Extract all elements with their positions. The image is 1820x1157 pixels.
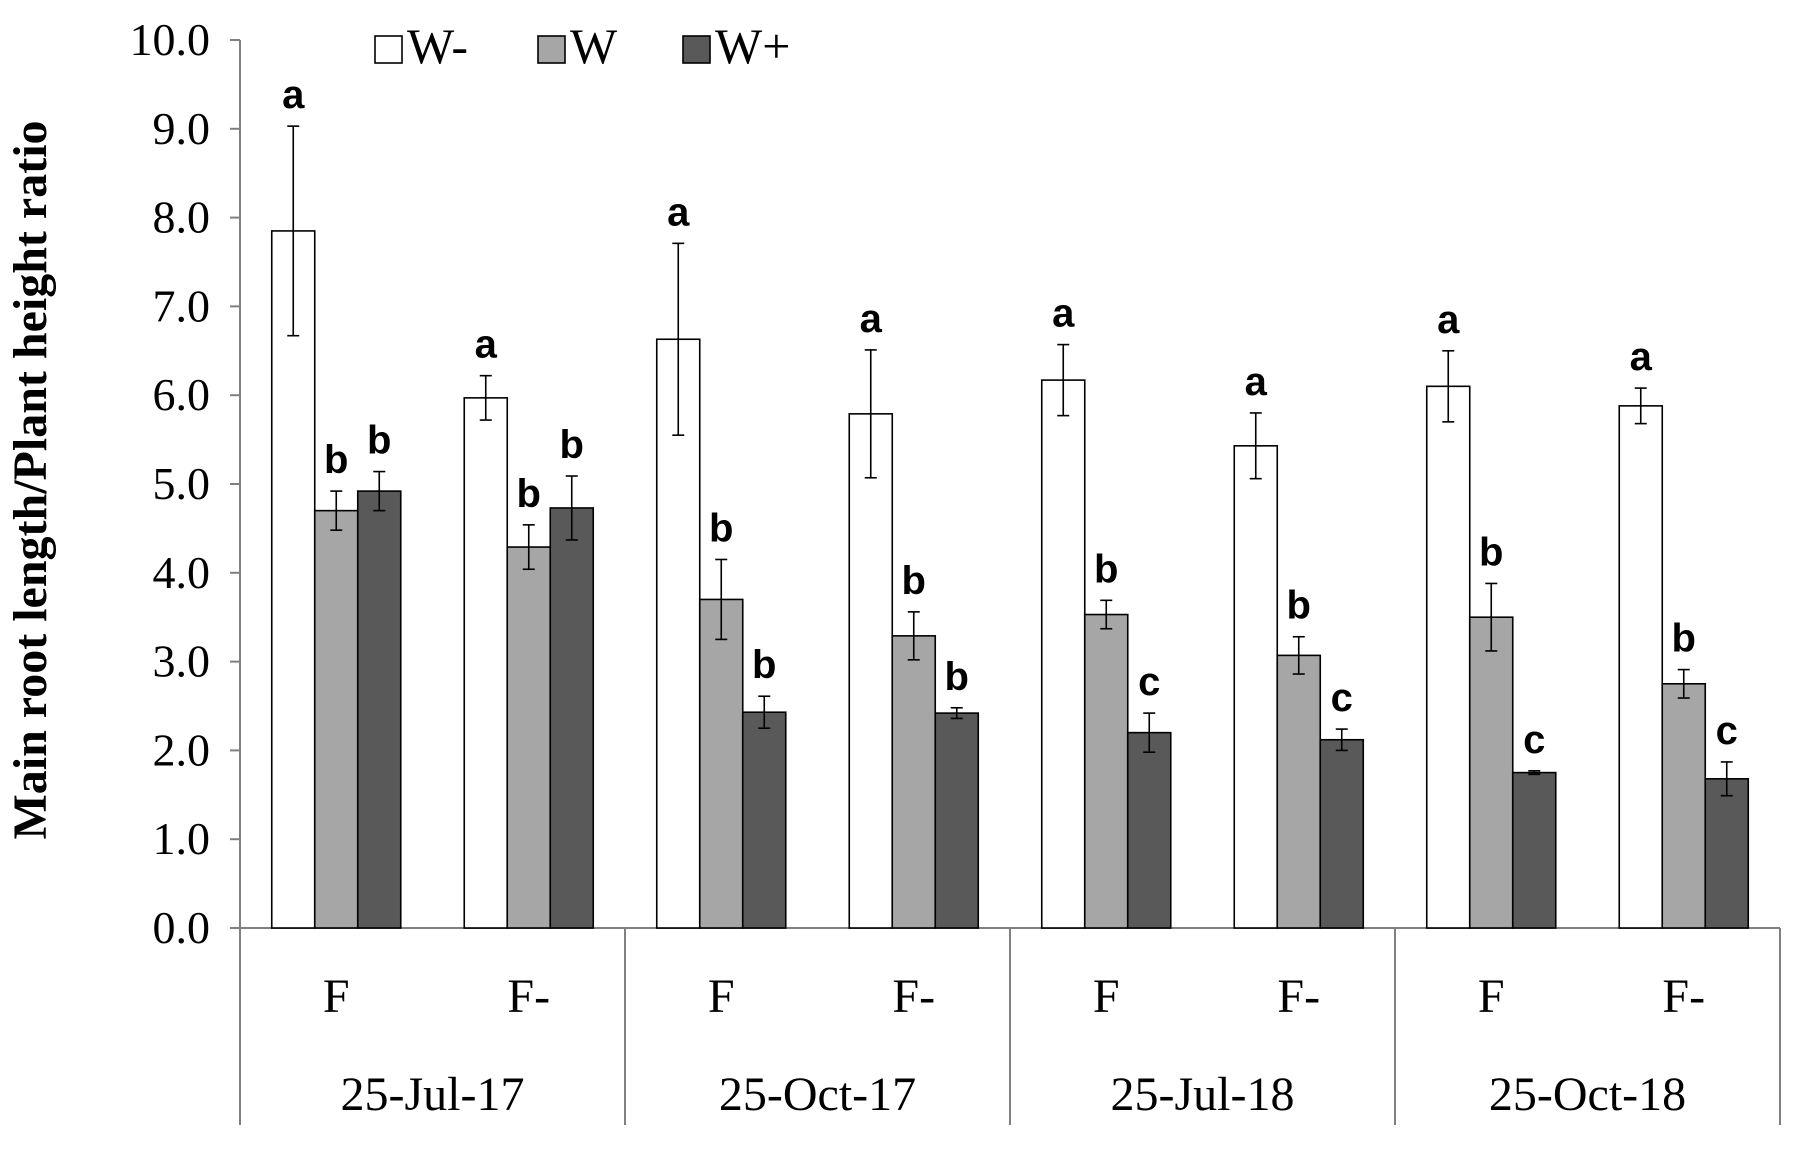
x-category-label: F-	[892, 970, 935, 1023]
significance-letter: b	[367, 419, 391, 463]
y-tick-label: 1.0	[153, 813, 211, 864]
bar-W+-3	[934, 712, 980, 929]
bar-W--7	[1618, 405, 1664, 929]
bar-W--1	[463, 397, 509, 929]
legend-swatch-W+	[682, 35, 711, 64]
bar-W--2	[655, 338, 701, 929]
significance-letter: b	[1287, 584, 1311, 628]
bar-W--0	[270, 230, 316, 929]
legend-label-W: W	[570, 18, 618, 74]
legend-swatch-W	[537, 35, 566, 64]
bar-W+-2	[741, 711, 787, 929]
axes: 0.0 1.0 2.0 3.0 4.0 5.0 6.0 7.0 8.0 9.0 10.0 F F- F F-…	[130, 14, 1781, 1125]
bar-W+-4	[1126, 731, 1172, 929]
significance-letter: b	[517, 472, 541, 516]
bar-W--3	[848, 413, 894, 929]
legend-swatch-W-	[374, 35, 403, 64]
y-tick-label: 4.0	[153, 547, 211, 598]
significance-letter: c	[1138, 660, 1160, 704]
legend-label-W-: W-	[407, 18, 468, 74]
y-tick-label: 3.0	[153, 636, 211, 687]
significance-letter: c	[1716, 709, 1738, 753]
x-category-label: F	[323, 970, 350, 1023]
y-tick-label: 0.0	[153, 902, 211, 953]
bar-W--4	[1040, 379, 1086, 929]
x-category-label: F-	[507, 970, 550, 1023]
bar-W--5	[1233, 445, 1279, 929]
bar-W+-5	[1319, 738, 1365, 929]
y-tick-label: 9.0	[153, 103, 211, 154]
significance-letter: b	[709, 506, 733, 550]
y-axis-label: Main root length/Plant height ratio	[4, 120, 57, 839]
bar-W-2	[698, 598, 744, 929]
significance-letter: c	[1523, 718, 1545, 762]
bar-W-7	[1661, 682, 1707, 929]
significance-letter: b	[752, 643, 776, 687]
significance-letter: a	[1245, 360, 1268, 404]
significance-letter: a	[282, 73, 305, 117]
bar-W-3	[891, 635, 937, 929]
bar-W+-7	[1704, 778, 1750, 929]
significance-letter: b	[560, 423, 584, 467]
x-group-label: 25-Jul-18	[1111, 1068, 1295, 1121]
legend: W- W W+	[374, 18, 790, 74]
y-tick-label: 10.0	[130, 14, 211, 65]
significance-letter: a	[1630, 335, 1653, 379]
significance-letter: a	[1052, 292, 1075, 336]
x-category-label: F	[1093, 970, 1120, 1023]
significance-letter: c	[1331, 676, 1353, 720]
significance-letter: b	[902, 559, 926, 603]
significance-letter: b	[1672, 617, 1696, 661]
significance-letter: b	[324, 438, 348, 482]
bar-W-6	[1468, 616, 1514, 929]
significance-letter: b	[1479, 530, 1503, 574]
y-tick-label: 5.0	[153, 458, 211, 509]
bar-W-0	[313, 509, 359, 929]
bar-W-1	[506, 546, 552, 929]
bar-W+-1	[549, 507, 595, 929]
x-category-label: F	[708, 970, 735, 1023]
y-tick-label: 2.0	[153, 724, 211, 775]
y-tick-label: 7.0	[153, 280, 211, 331]
significance-letter: a	[475, 323, 498, 367]
significance-letter: b	[1094, 547, 1118, 591]
legend-label-W+: W+	[715, 18, 790, 74]
significance-letter: a	[1437, 298, 1460, 342]
bar-W+-6	[1511, 771, 1557, 929]
y-tick-label: 6.0	[153, 369, 211, 420]
significance-letter: a	[667, 190, 690, 234]
bar-W-5	[1276, 654, 1322, 929]
x-category-label: F-	[1662, 970, 1705, 1023]
bar-W--6	[1425, 385, 1471, 929]
x-group-label: 25-Jul-17	[341, 1068, 525, 1121]
bar-W+-0	[356, 490, 402, 929]
significance-letter: b	[945, 655, 969, 699]
x-group-label: 25-Oct-17	[719, 1068, 916, 1121]
bar-W-4	[1083, 613, 1129, 929]
x-category-label: F-	[1277, 970, 1320, 1023]
significance-letter: a	[860, 297, 883, 341]
y-tick-label: 8.0	[153, 192, 211, 243]
x-group-label: 25-Oct-18	[1489, 1068, 1686, 1121]
x-category-label: F	[1478, 970, 1505, 1023]
